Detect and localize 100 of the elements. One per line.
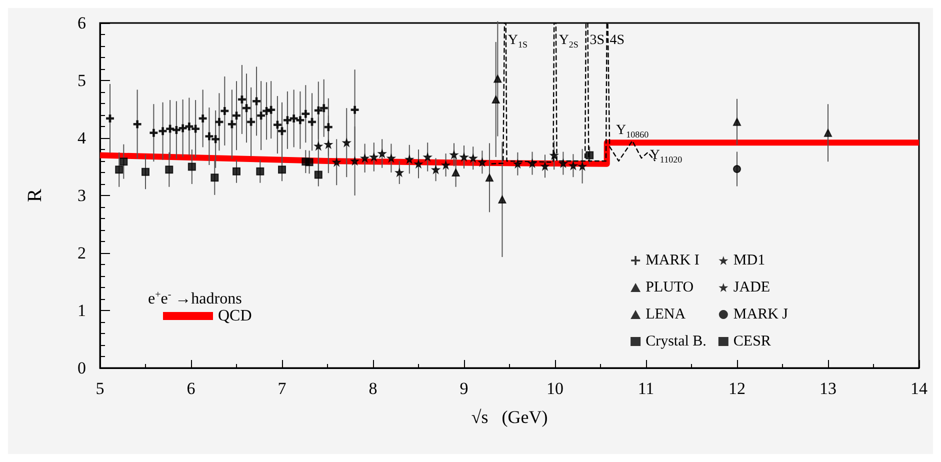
annotation: e+e- →hadrons bbox=[148, 290, 242, 308]
point bbox=[528, 159, 536, 168]
point bbox=[569, 162, 578, 170]
point bbox=[198, 114, 207, 122]
point bbox=[332, 158, 341, 166]
point bbox=[215, 118, 224, 126]
point bbox=[314, 106, 322, 114]
point bbox=[350, 157, 359, 165]
legend-label: MARK I bbox=[646, 252, 700, 268]
point bbox=[492, 95, 500, 104]
point bbox=[350, 106, 359, 114]
point bbox=[586, 151, 594, 160]
x-tick-label: 13 bbox=[820, 379, 836, 398]
legend-label: QCD bbox=[218, 308, 252, 324]
point bbox=[320, 104, 328, 112]
point bbox=[442, 161, 450, 170]
point bbox=[247, 118, 256, 126]
point bbox=[424, 152, 432, 161]
y-tick-label: 0 bbox=[78, 358, 86, 378]
legend-label: MD1 bbox=[733, 252, 766, 268]
point bbox=[494, 74, 502, 83]
point bbox=[172, 126, 180, 134]
point bbox=[450, 150, 458, 159]
point bbox=[158, 127, 167, 136]
point bbox=[360, 154, 369, 162]
point bbox=[150, 128, 158, 137]
x-tick-label: 11 bbox=[638, 379, 654, 398]
point bbox=[378, 150, 386, 158]
point bbox=[324, 123, 332, 132]
x-tick-label: 6 bbox=[186, 379, 196, 398]
point bbox=[283, 116, 292, 124]
point bbox=[142, 168, 150, 176]
point bbox=[302, 110, 310, 118]
point bbox=[257, 112, 266, 120]
y-tick-label: 4 bbox=[78, 128, 86, 148]
point bbox=[205, 132, 214, 140]
point bbox=[314, 142, 322, 150]
point bbox=[305, 158, 314, 166]
point bbox=[405, 155, 414, 164]
point bbox=[308, 118, 316, 126]
legend-label: LENA bbox=[646, 306, 686, 322]
point bbox=[165, 166, 174, 174]
point bbox=[314, 170, 322, 179]
point bbox=[414, 160, 422, 168]
point bbox=[485, 174, 494, 182]
point bbox=[290, 114, 298, 122]
point bbox=[178, 124, 187, 132]
point bbox=[278, 127, 286, 136]
point bbox=[395, 168, 404, 176]
point bbox=[559, 159, 568, 168]
point bbox=[120, 158, 128, 166]
point bbox=[370, 152, 378, 161]
point bbox=[324, 140, 332, 148]
x-tick-label: 12 bbox=[728, 379, 746, 398]
point bbox=[212, 135, 220, 144]
point bbox=[228, 120, 236, 128]
y-axis-title: R bbox=[24, 188, 46, 202]
point bbox=[578, 162, 586, 170]
point bbox=[115, 166, 124, 174]
point bbox=[824, 128, 832, 137]
point bbox=[514, 160, 522, 168]
x-tick-label: 8 bbox=[368, 379, 378, 398]
point bbox=[210, 174, 219, 182]
y-tick-label: 5 bbox=[78, 71, 86, 90]
point bbox=[498, 196, 506, 204]
point bbox=[452, 168, 460, 176]
point bbox=[242, 104, 251, 112]
x-tick-label: 10 bbox=[546, 379, 564, 398]
point bbox=[133, 120, 142, 128]
point bbox=[469, 154, 478, 162]
legend-label: Crystal B. bbox=[646, 334, 706, 350]
point bbox=[220, 106, 229, 115]
point bbox=[733, 118, 741, 126]
point bbox=[185, 122, 194, 130]
y-tick-label: 2 bbox=[78, 244, 86, 262]
point bbox=[296, 116, 304, 124]
point bbox=[540, 162, 549, 170]
y-tick-label: 1 bbox=[78, 301, 86, 320]
point bbox=[256, 167, 264, 176]
legend-label: CESR bbox=[733, 334, 771, 350]
x-tick-label: 7 bbox=[278, 379, 287, 398]
point bbox=[278, 166, 286, 174]
point bbox=[733, 165, 741, 174]
point bbox=[192, 124, 200, 133]
x-tick-label: 14 bbox=[910, 379, 928, 398]
y-tick-label: 3 bbox=[78, 186, 86, 205]
point bbox=[387, 154, 396, 162]
y-tick-label: 6 bbox=[78, 14, 86, 32]
annotation: 4S bbox=[610, 32, 625, 48]
point bbox=[478, 158, 486, 166]
point bbox=[252, 97, 261, 106]
point bbox=[432, 166, 440, 174]
point bbox=[232, 112, 240, 120]
point bbox=[342, 138, 351, 147]
point bbox=[232, 167, 240, 176]
point bbox=[267, 106, 276, 114]
point bbox=[166, 124, 174, 133]
point bbox=[188, 162, 196, 171]
legend-label: JADE bbox=[733, 280, 770, 296]
point bbox=[273, 120, 282, 129]
